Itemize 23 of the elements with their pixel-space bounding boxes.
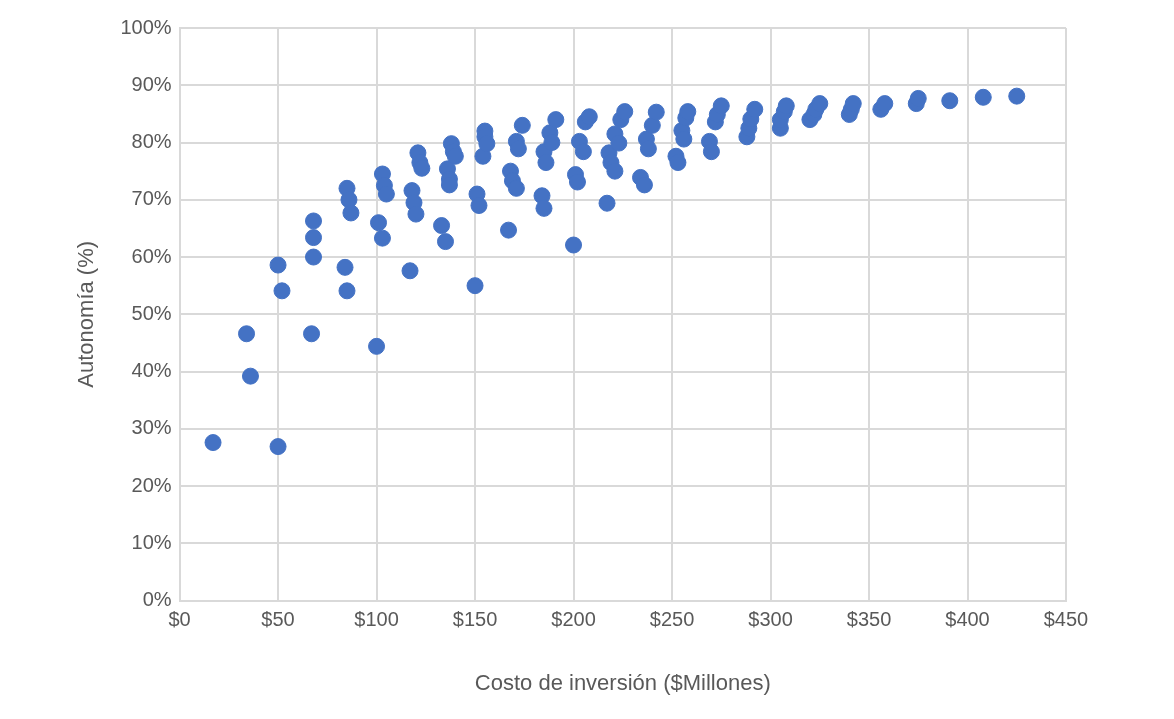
y-axis-title: Autonomía (%) [73, 240, 99, 388]
y-tick-label: 80% [131, 130, 172, 153]
y-tick-label: 90% [131, 72, 172, 95]
y-tick-label: 40% [131, 359, 172, 382]
x-tick-label: $150 [452, 608, 498, 631]
x-tick-label: $200 [551, 608, 596, 631]
y-tick-label: 50% [131, 301, 172, 324]
x-tick-label: $400 [945, 608, 990, 631]
y-tick-label: 0% [142, 588, 172, 611]
x-tick-label: $50 [261, 608, 295, 631]
y-tick-label: 10% [131, 530, 172, 553]
y-tick-label: 70% [131, 187, 172, 210]
x-tick-label: $0 [168, 608, 191, 631]
y-tick-label: 20% [131, 473, 172, 496]
y-tick-label: 100% [120, 15, 172, 38]
y-tick-label: 60% [131, 244, 172, 267]
y-tick-label: 30% [131, 416, 172, 439]
x-tick-label: $100 [354, 608, 399, 631]
x-tick-label: $300 [748, 608, 793, 631]
x-tick-label: $450 [1043, 608, 1089, 631]
x-tick-label: $350 [846, 608, 892, 631]
x-axis-title: Costo de inversión ($Millones) [474, 669, 771, 695]
x-tick-label: $250 [649, 608, 695, 631]
